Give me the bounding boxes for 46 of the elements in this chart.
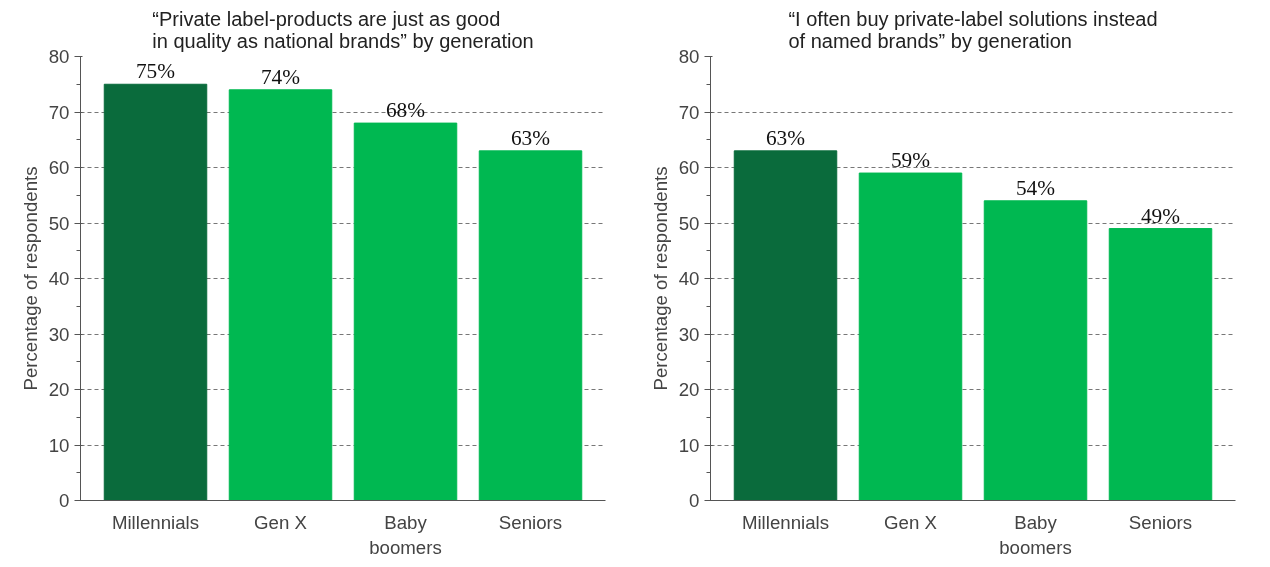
y-tick-label: 0 — [689, 490, 700, 511]
y-tick-label: 60 — [678, 157, 700, 178]
y-tick-label: 30 — [48, 323, 70, 345]
data-label: 63% — [765, 125, 806, 150]
y-tick-label: 40 — [678, 268, 700, 289]
x-tick-label: Seniors — [498, 511, 563, 533]
x-tick-label: Baby boomers — [999, 511, 1072, 558]
y-tick-label: 60 — [48, 157, 70, 178]
y-tick-label: 40 — [48, 268, 70, 289]
y-axis-title: Percentage of respondents — [649, 166, 671, 391]
data-label: 68% — [385, 98, 426, 123]
x-tick-label: Seniors — [1128, 511, 1193, 533]
bar — [983, 200, 1088, 501]
data-label: 59% — [890, 148, 931, 173]
y-tick-label: 70 — [48, 101, 70, 123]
y-tick-label: 70 — [678, 101, 700, 123]
data-label: 54% — [1015, 175, 1056, 200]
bar — [103, 83, 208, 501]
y-tick-label: 80 — [678, 46, 700, 67]
bar — [353, 122, 458, 501]
y-tick-label: 10 — [48, 434, 70, 456]
bar — [228, 89, 333, 501]
y-tick-label: 10 — [678, 434, 700, 456]
data-label: 74% — [260, 64, 301, 89]
bar — [858, 172, 963, 501]
y-tick-label: 50 — [678, 212, 700, 234]
chart-title: “Private label-products are just as good in quality as national brands” by generation — [152, 7, 534, 52]
data-label: 75% — [135, 59, 176, 84]
bar — [478, 150, 583, 501]
x-tick-label: Gen X — [884, 511, 938, 533]
bar — [1108, 228, 1213, 501]
x-tick-label: Millennials — [741, 511, 830, 533]
x-tick-label: Baby boomers — [369, 511, 442, 558]
bar — [733, 150, 838, 501]
y-tick-label: 30 — [678, 323, 700, 345]
y-axis-title: Percentage of respondents — [19, 166, 41, 391]
y-tick-label: 0 — [59, 490, 70, 511]
x-tick-label: Millennials — [111, 511, 200, 533]
y-tick-label: 50 — [48, 212, 70, 234]
data-label: 63% — [510, 125, 551, 150]
data-label: 49% — [1140, 203, 1181, 228]
x-tick-label: Gen X — [254, 511, 308, 533]
y-tick-label: 20 — [678, 379, 700, 400]
y-tick-label: 20 — [48, 379, 70, 400]
y-tick-label: 80 — [48, 46, 70, 67]
chart-title: “I often buy private-label solutions instead of named brands” by generation — [788, 7, 1158, 52]
